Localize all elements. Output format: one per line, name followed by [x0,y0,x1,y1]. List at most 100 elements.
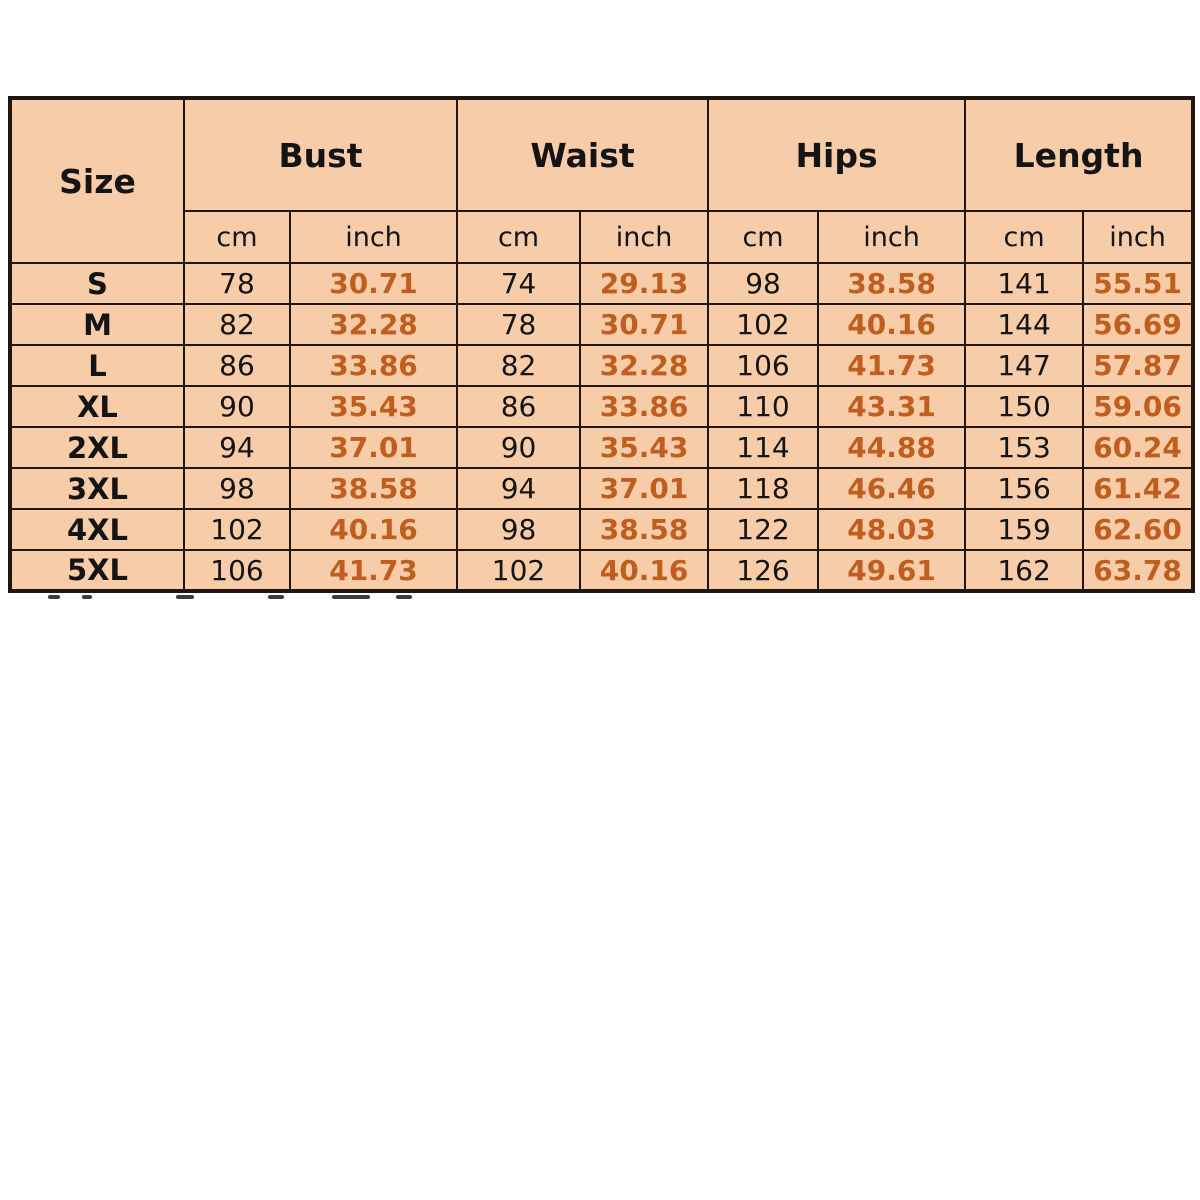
cm-value: 118 [707,467,820,510]
cropped-text-fragment [176,595,194,599]
inch-value: 38.58 [579,508,710,551]
cm-value: 86 [456,385,582,428]
cm-value: 156 [964,467,1085,510]
table-row: 4XL 102 40.16 98 38.58 122 48.03 159 62.60 [9,508,1195,551]
cm-value: 90 [456,426,582,469]
group-header-waist: Waist [456,97,710,212]
cm-value: 102 [707,303,820,346]
cm-value: 141 [964,262,1085,305]
inch-value: 44.88 [817,426,967,469]
cm-value: 86 [183,344,291,387]
unit-header-inch-hips: inch [817,210,967,264]
unit-header-inch-length: inch [1082,210,1195,264]
cm-value: 126 [707,549,820,592]
inch-value: 62.60 [1082,508,1195,551]
cm-value: 74 [456,262,582,305]
inch-value: 29.13 [579,262,710,305]
inch-value: 30.71 [288,262,459,305]
cm-value: 102 [456,549,582,592]
inch-value: 35.43 [579,426,710,469]
cm-value: 122 [707,508,820,551]
inch-value: 59.06 [1082,385,1195,428]
cm-value: 153 [964,426,1085,469]
group-header-length: Length [964,97,1195,212]
cm-value: 90 [183,385,291,428]
inch-value: 57.87 [1082,344,1195,387]
unit-header-cm-waist: cm [456,210,582,264]
inch-value: 41.73 [817,344,967,387]
cm-value: 106 [707,344,820,387]
unit-header-cm-hips: cm [707,210,820,264]
group-header-row: Size Bust Waist Hips Length [9,97,1195,264]
cm-value: 144 [964,303,1085,346]
inch-value: 46.46 [817,467,967,510]
cropped-text-fragments [0,595,1200,605]
cropped-text-fragment [82,595,92,599]
inch-value: 30.71 [579,303,710,346]
group-header-bust: Bust [182,97,459,212]
cm-value: 94 [456,467,582,510]
table-row: 2XL 94 37.01 90 35.43 114 44.88 153 60.24 [9,426,1195,469]
cropped-text-fragment [48,595,60,599]
cm-value: 78 [183,262,291,305]
cm-value: 82 [456,344,582,387]
cm-value: 106 [183,549,291,592]
inch-value: 56.69 [1082,303,1195,346]
size-label: M [9,303,185,346]
size-label: L [9,344,185,387]
unit-header-cm-length: cm [964,210,1085,264]
inch-value: 38.58 [817,262,967,305]
inch-value: 43.31 [817,385,967,428]
inch-value: 37.01 [579,467,710,510]
inch-value: 48.03 [817,508,967,551]
cm-value: 82 [183,303,291,346]
cropped-text-fragment [396,595,412,599]
inch-value: 37.01 [288,426,459,469]
cm-value: 98 [456,508,582,551]
cm-value: 147 [964,344,1085,387]
size-label: 2XL [9,426,185,469]
cm-value: 110 [707,385,820,428]
table-row: M 82 32.28 78 30.71 102 40.16 144 56.69 [9,303,1195,346]
unit-header-cm-bust: cm [183,210,291,264]
inch-value: 33.86 [288,344,459,387]
cm-value: 162 [964,549,1085,592]
size-label: XL [9,385,185,428]
size-label: 3XL [9,467,185,510]
cm-value: 98 [183,467,291,510]
inch-value: 40.16 [579,549,710,592]
size-chart-table: Size Bust Waist Hips Length cm inch cm inch… [8,96,1196,593]
inch-value: 35.43 [288,385,459,428]
table-row: 3XL 98 38.58 94 37.01 118 46.46 156 61.42 [9,467,1195,510]
unit-header-inch-waist: inch [579,210,710,264]
size-column-header: Size [9,97,185,264]
size-label: 5XL [9,549,185,592]
cm-value: 102 [183,508,291,551]
cm-value: 150 [964,385,1085,428]
cropped-text-fragment [268,595,284,599]
inch-value: 60.24 [1082,426,1195,469]
cm-value: 98 [707,262,820,305]
cm-value: 114 [707,426,820,469]
inch-value: 61.42 [1082,467,1195,510]
size-label: 4XL [9,508,185,551]
table-row: S 78 30.71 74 29.13 98 38.58 141 55.51 [9,262,1195,305]
inch-value: 63.78 [1082,549,1195,592]
cropped-text-fragment [332,595,370,599]
inch-value: 55.51 [1082,262,1195,305]
inch-value: 49.61 [817,549,967,592]
cm-value: 159 [964,508,1085,551]
group-header-hips: Hips [707,97,967,212]
table-row: L 86 33.86 82 32.28 106 41.73 147 57.87 [9,344,1195,387]
size-label: S [9,262,185,305]
table-row: XL 90 35.43 86 33.86 110 43.31 150 59.06 [9,385,1195,428]
inch-value: 41.73 [288,549,459,592]
inch-value: 33.86 [579,385,710,428]
table-row: 5XL 106 41.73 102 40.16 126 49.61 162 63.78 [9,549,1195,592]
inch-value: 32.28 [579,344,710,387]
inch-value: 40.16 [288,508,459,551]
inch-value: 32.28 [288,303,459,346]
inch-value: 38.58 [288,467,459,510]
inch-value: 40.16 [817,303,967,346]
